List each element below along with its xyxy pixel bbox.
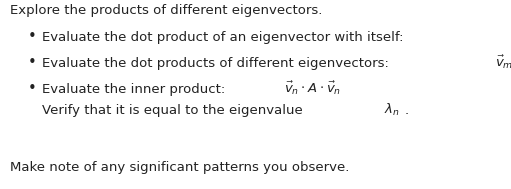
- Text: •: •: [28, 81, 37, 96]
- Text: .: .: [404, 104, 408, 117]
- Text: Explore the products of different eigenvectors.: Explore the products of different eigenv…: [10, 4, 322, 17]
- Text: Evaluate the dot product of an eigenvector with itself:: Evaluate the dot product of an eigenvect…: [42, 31, 408, 44]
- Text: $\vec{v}_m \cdot \vec{v}_n$: $\vec{v}_m \cdot \vec{v}_n$: [495, 54, 511, 71]
- Text: Verify that it is equal to the eigenvalue: Verify that it is equal to the eigenvalu…: [42, 104, 307, 117]
- Text: •: •: [28, 29, 37, 44]
- Text: Make note of any significant patterns you observe.: Make note of any significant patterns yo…: [10, 161, 350, 174]
- Text: $\vec{v}_n \cdot A \cdot \vec{v}_n$: $\vec{v}_n \cdot A \cdot \vec{v}_n$: [284, 80, 341, 97]
- Text: •: •: [28, 55, 37, 70]
- Text: Evaluate the inner product:: Evaluate the inner product:: [42, 83, 229, 96]
- Text: $\lambda_n$: $\lambda_n$: [384, 102, 400, 118]
- Text: Evaluate the dot products of different eigenvectors:: Evaluate the dot products of different e…: [42, 57, 393, 70]
